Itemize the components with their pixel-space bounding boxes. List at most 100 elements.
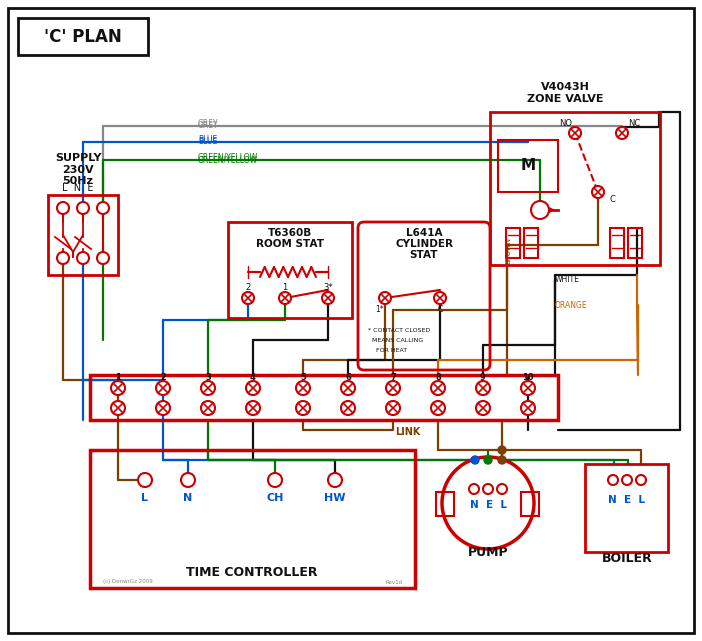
Bar [506,228,520,258]
Bar [524,228,538,258]
Circle shape [328,473,342,487]
Text: GREY: GREY [198,119,218,128]
Circle shape [386,401,400,415]
Text: 3: 3 [205,372,211,381]
Bar [48,195,118,275]
Bar [90,450,415,588]
Circle shape [431,381,445,395]
Circle shape [521,381,535,395]
Text: 2: 2 [246,283,251,292]
Text: TIME CONTROLLER: TIME CONTROLLER [186,565,318,578]
Circle shape [497,484,507,494]
Text: BLUE: BLUE [198,135,217,144]
Text: SUPPLY
230V
50Hz: SUPPLY 230V 50Hz [55,153,101,186]
Text: N: N [183,493,192,503]
Text: NO: NO [559,119,573,128]
Circle shape [156,401,170,415]
Text: ROOM STAT: ROOM STAT [256,239,324,249]
Circle shape [268,473,282,487]
Circle shape [296,381,310,395]
Circle shape [483,484,493,494]
Circle shape [111,381,125,395]
Text: CH: CH [266,493,284,503]
Circle shape [531,201,549,219]
Circle shape [97,202,109,214]
Text: 3*: 3* [323,283,333,292]
Bar [90,375,558,420]
Text: WHITE: WHITE [555,274,580,283]
Circle shape [57,252,69,264]
Bar [228,222,352,318]
Text: GREEN/YELLOW: GREEN/YELLOW [198,156,258,165]
Circle shape [498,446,506,454]
Text: PUMP: PUMP [468,547,508,560]
Circle shape [484,456,492,464]
Text: BROWN: BROWN [505,237,511,263]
Text: FOR HEAT: FOR HEAT [368,347,407,353]
Text: 'C' PLAN: 'C' PLAN [44,28,122,46]
Text: C: C [437,306,443,315]
Circle shape [341,381,355,395]
Text: (c) DenwrGz 2009: (c) DenwrGz 2009 [103,579,153,585]
Bar [585,464,668,552]
Text: 1: 1 [282,283,288,292]
Circle shape [201,381,215,395]
Text: MEANS CALLING: MEANS CALLING [368,338,423,342]
Text: STAT: STAT [410,250,438,260]
Text: NC: NC [628,119,640,128]
Circle shape [279,292,291,304]
Text: N  E  L: N E L [609,495,646,505]
Circle shape [616,127,628,139]
Text: HW: HW [324,493,346,503]
Circle shape [622,475,632,485]
Text: ORANGE: ORANGE [555,301,588,310]
Text: 6: 6 [345,372,351,381]
Circle shape [181,473,195,487]
Text: 8: 8 [435,372,441,381]
Circle shape [246,401,260,415]
Circle shape [608,475,618,485]
Bar [436,492,454,516]
Circle shape [476,381,490,395]
Circle shape [498,456,506,464]
Circle shape [442,457,534,549]
Circle shape [569,127,581,139]
Circle shape [592,186,604,198]
Circle shape [296,401,310,415]
Text: 4: 4 [250,372,256,381]
Circle shape [434,292,446,304]
Text: 1*: 1* [376,306,384,315]
Circle shape [469,484,479,494]
Bar [628,228,642,258]
Text: Rev1d: Rev1d [386,579,403,585]
Text: BOILER: BOILER [602,551,652,565]
Text: C: C [609,196,615,204]
Text: M: M [520,158,536,174]
Text: 5: 5 [300,372,306,381]
Bar [610,228,624,258]
Text: V4043H: V4043H [541,82,590,92]
Bar [18,18,148,55]
Circle shape [97,252,109,264]
Text: LINK: LINK [395,427,420,437]
Text: 9: 9 [480,372,486,381]
Circle shape [476,401,490,415]
Circle shape [138,473,152,487]
Text: N  E  L: N E L [470,500,507,510]
Bar [490,112,660,265]
Text: L641A: L641A [406,228,442,238]
Circle shape [77,202,89,214]
Text: L: L [142,493,149,503]
Circle shape [521,401,535,415]
Circle shape [379,292,391,304]
Circle shape [246,381,260,395]
Bar [498,140,558,192]
Circle shape [242,292,254,304]
Circle shape [341,401,355,415]
Bar [521,492,539,516]
Circle shape [111,401,125,415]
Text: L  N  E: L N E [62,183,94,193]
Text: * CONTACT CLOSED: * CONTACT CLOSED [368,328,430,333]
Text: 2: 2 [160,372,166,381]
Circle shape [471,456,479,464]
